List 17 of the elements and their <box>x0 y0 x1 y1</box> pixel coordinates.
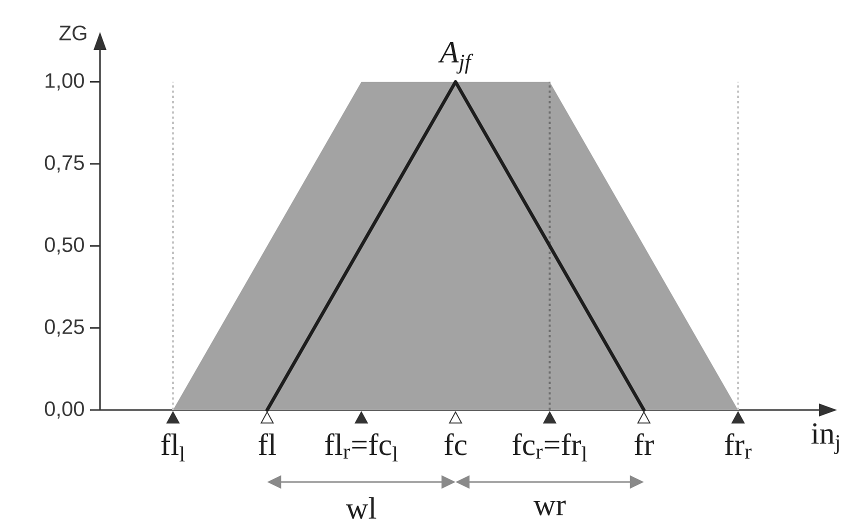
y-tick-label: 0,00 <box>44 401 84 419</box>
x-tick-label: fc <box>444 433 467 456</box>
x-axis-title: in$_{j}$ <box>811 423 839 454</box>
x-tick-label: fr$_{r}$ <box>724 433 752 459</box>
x-tick-label: fl$_{r}$=fc$_{l}$ <box>325 433 398 462</box>
text: wr <box>533 500 566 516</box>
x-tick-label: fc$_{r}$=fr$_{l}$ <box>512 433 587 462</box>
y-axis-title: ZG <box>59 26 86 40</box>
y-tick-label: 0,50 <box>44 237 84 255</box>
text: wl <box>346 497 376 519</box>
x-tick-label: fl$_{l}$ <box>161 433 185 462</box>
y-tick-label: 1,00 <box>46 73 84 90</box>
x-tick-label: fl <box>258 433 276 455</box>
y-tick-label: 0,75 <box>44 155 84 172</box>
x-tick-label: fr <box>634 433 654 455</box>
series-label: A$_{jf}$ <box>438 42 474 74</box>
y-tick-label: 0,25 <box>44 319 84 337</box>
